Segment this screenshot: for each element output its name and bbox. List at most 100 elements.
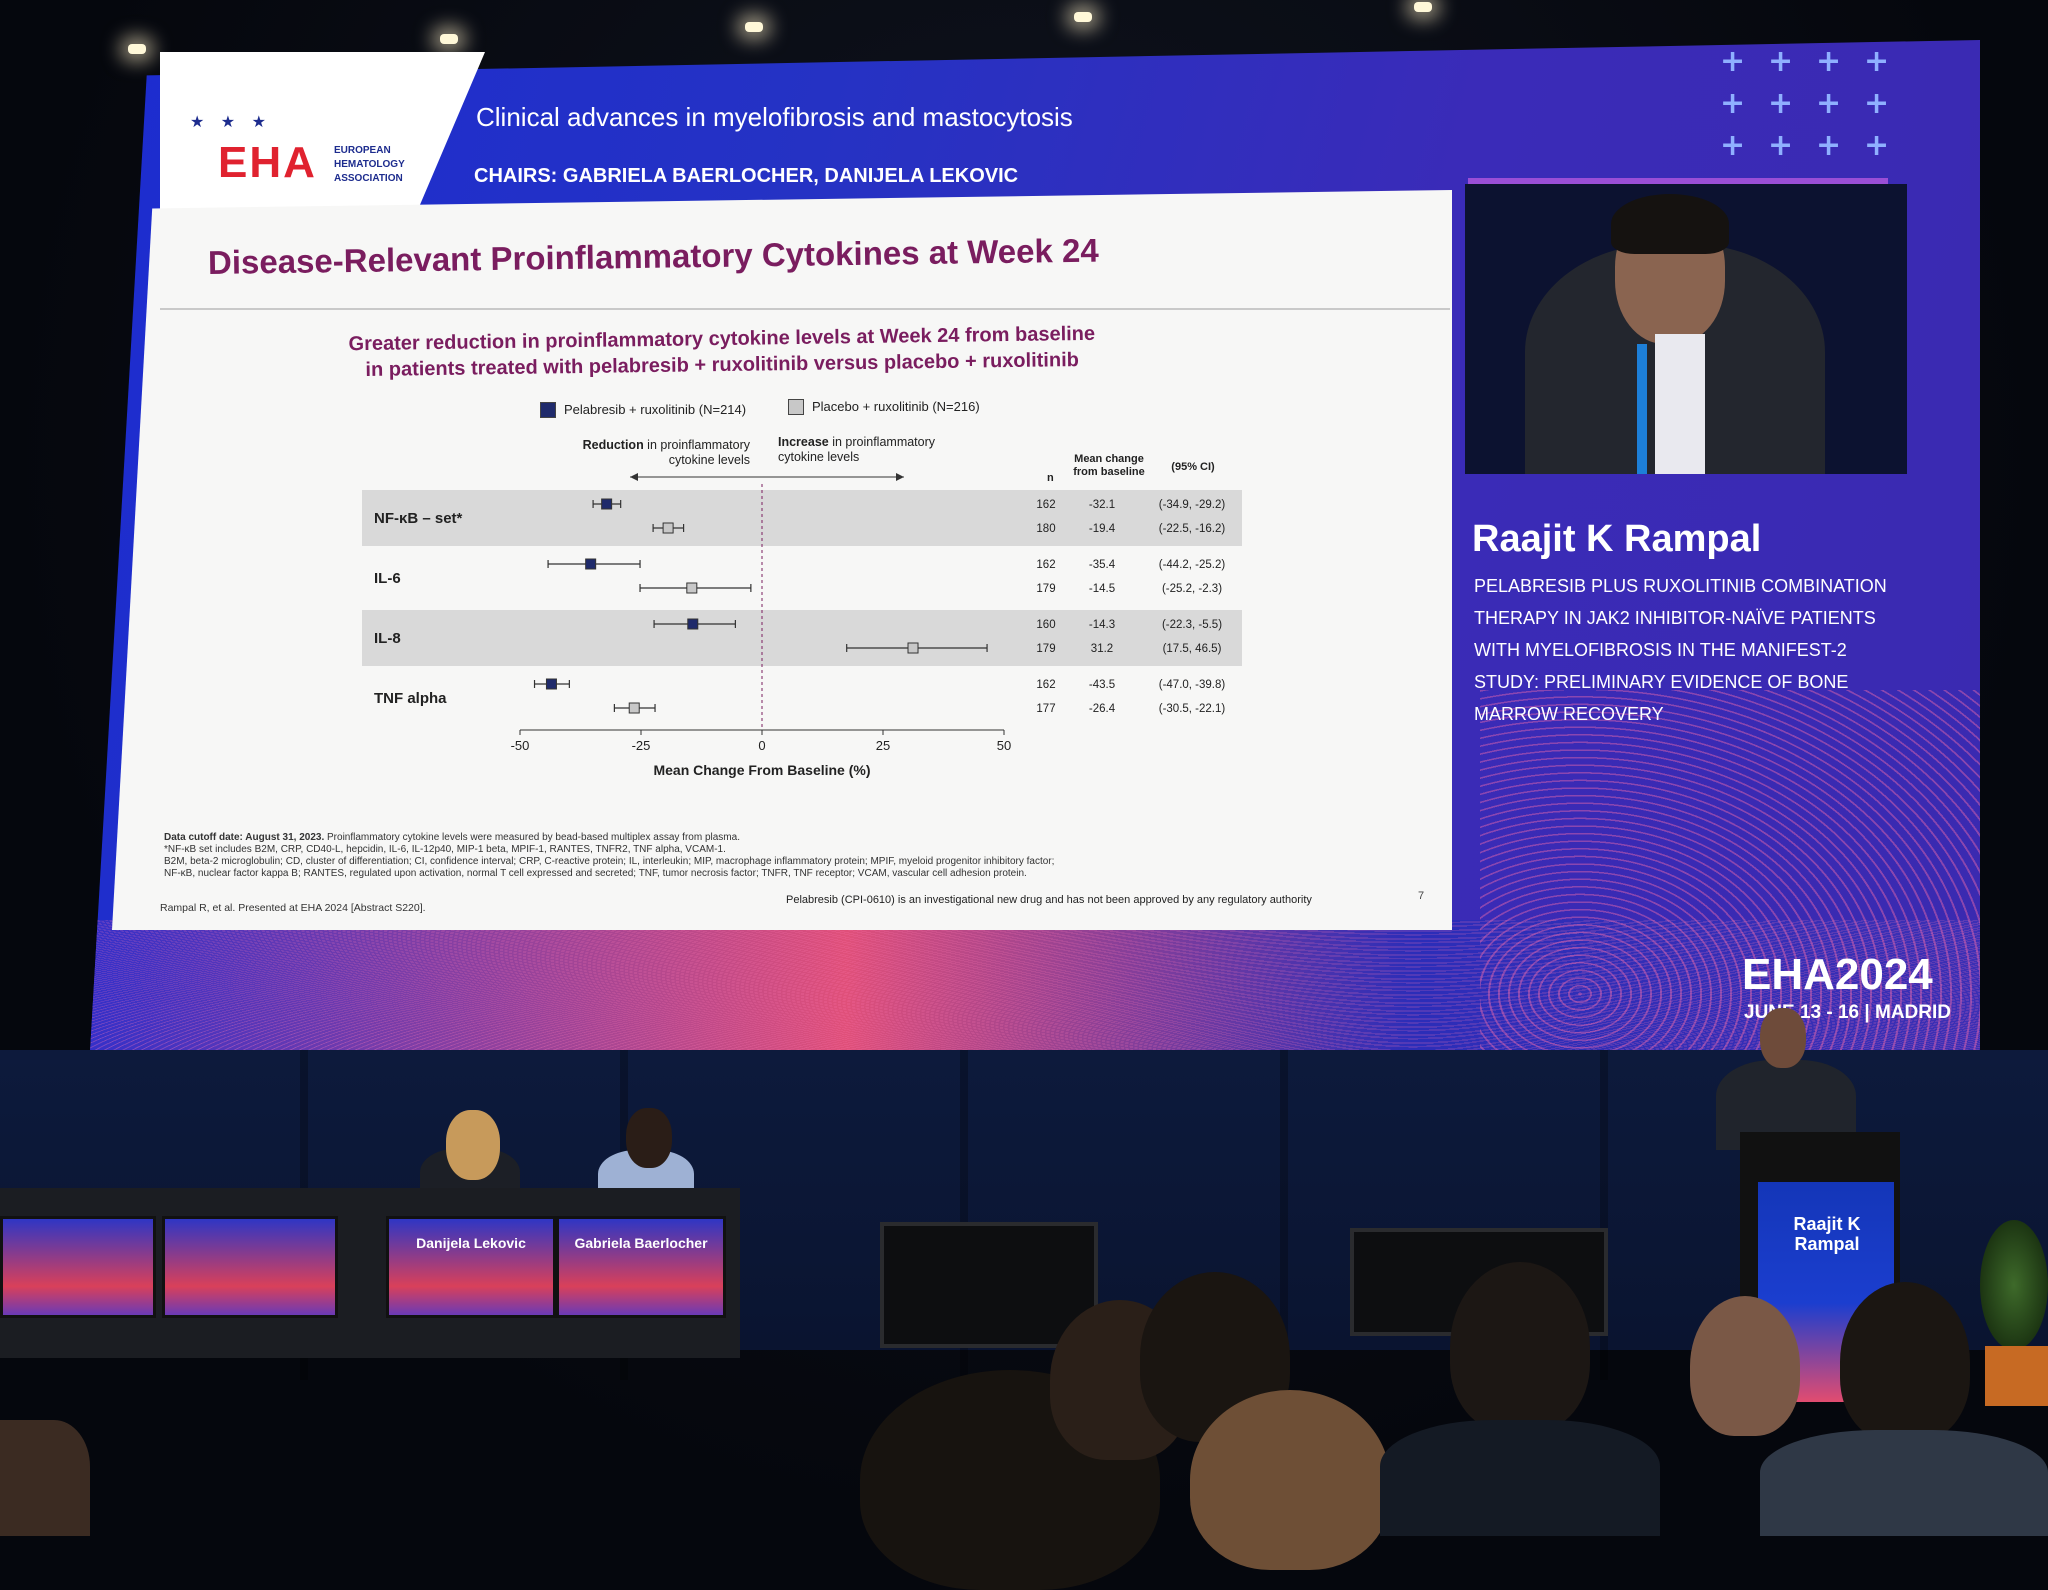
column-header-n: n <box>1047 472 1054 484</box>
group-label: TNF alpha <box>374 690 447 707</box>
table-ci: (-44.2, -25.2) <box>1159 559 1226 571</box>
table-mean: -32.1 <box>1089 499 1115 511</box>
legend-swatch-placebo <box>788 399 804 415</box>
slide-title-divider <box>160 218 1450 310</box>
eha-logo-stars: ★ ★ ★ <box>190 114 272 131</box>
table-mean: -26.4 <box>1089 703 1116 715</box>
footnote-text: Proinflammatory cytokine levels were mea… <box>324 832 740 843</box>
desk-screen <box>162 1216 338 1318</box>
decorative-wave-art <box>1480 690 1980 1052</box>
increase-direction-label: Increase in proinflammatory cytokine lev… <box>778 435 968 465</box>
drape-fold <box>960 1050 968 1380</box>
point-pelabresib <box>545 678 557 690</box>
desk-screen-baerlocher: Gabriela Baerlocher <box>556 1216 726 1318</box>
lanyard <box>1637 344 1647 474</box>
stage-plant <box>1980 1220 2048 1350</box>
reduction-direction-label: Reduction in proinflammatory cytokine le… <box>570 438 750 468</box>
desk-name-baerlocher: Gabriela Baerlocher <box>574 1235 708 1251</box>
group-label: NF-κB – set* <box>374 510 463 527</box>
table-n: 177 <box>1036 703 1055 715</box>
legend-swatch-pelabresib <box>540 402 556 418</box>
x-tick-label: 25 <box>876 738 890 753</box>
desk-screen <box>0 1216 156 1318</box>
slide-page-number: 7 <box>1418 890 1425 902</box>
reduction-rest: in proinflammatory cytokine levels <box>643 438 750 467</box>
forest-plot: NF-κB – set* 162 -32.1 (-34.9, -29.2) 180 -19… <box>362 473 1242 778</box>
drape-fold <box>1280 1050 1288 1380</box>
point-placebo <box>907 642 919 654</box>
footnote-bold: Data cutoff date: August 31, 2023. <box>164 832 325 843</box>
table-mean: -43.5 <box>1089 679 1115 691</box>
podium-speaker-name: Raajit K Rampal <box>1793 1214 1861 1254</box>
audience-head <box>1190 1390 1390 1570</box>
point-pelabresib <box>687 618 699 630</box>
column-header-ci: (95% CI) <box>1171 461 1215 473</box>
chair-person-left-head <box>446 1110 500 1180</box>
table-ci: (-25.2, -2.3) <box>1162 583 1222 595</box>
table-ci: (17.5, 46.5) <box>1163 643 1222 655</box>
speaker-hair <box>1611 194 1729 254</box>
footnotes: Data cutoff date: August 31, 2023. Proin… <box>164 832 1264 880</box>
point-placebo <box>628 702 640 714</box>
table-mean: -14.5 <box>1089 583 1115 595</box>
arrow-head-left <box>630 473 638 481</box>
group-label: IL-8 <box>374 630 401 647</box>
arrow-head-right <box>896 473 904 481</box>
x-tick-label: 50 <box>997 738 1011 753</box>
ceiling-light <box>440 34 458 44</box>
point-placebo <box>662 522 674 534</box>
x-tick-label: 0 <box>758 738 765 753</box>
chair-person-right-head <box>626 1108 672 1168</box>
audience-shoulders <box>1760 1430 2048 1536</box>
table-n: 162 <box>1036 559 1055 571</box>
table-n: 160 <box>1036 619 1055 631</box>
drape-fold <box>1600 1050 1608 1380</box>
regulatory-disclaimer: Pelabresib (CPI-0610) is an investigatio… <box>786 894 1312 906</box>
audience-head <box>1450 1262 1590 1432</box>
presenter-head <box>1760 1008 1806 1068</box>
reduction-bold: Reduction <box>582 438 644 452</box>
event-logo: EHA2024 <box>1742 950 1933 999</box>
footnote-line: *NF-κB set includes B2M, CRP, CD40-L, he… <box>164 844 726 855</box>
group-band <box>362 490 1242 546</box>
table-ci: (-22.3, -5.5) <box>1162 619 1222 631</box>
table-mean: -14.3 <box>1089 619 1115 631</box>
point-pelabresib <box>601 498 613 510</box>
audience-head <box>1690 1296 1800 1436</box>
table-ci: (-47.0, -39.8) <box>1159 679 1226 691</box>
audience-shoulders <box>0 1420 90 1536</box>
table-mean: 31.2 <box>1091 643 1113 655</box>
stage-monitor <box>880 1222 1098 1348</box>
ceiling-light <box>128 44 146 54</box>
footnote-line: NF-κB, nuclear factor kappa B; RANTES, r… <box>164 868 1027 879</box>
session-chairs: CHAIRS: GABRIELA BAERLOCHER, DANIJELA LE… <box>474 165 1019 187</box>
table-ci: (-22.5, -16.2) <box>1159 523 1226 535</box>
eha-logo-subtitle: EUROPEAN HEMATOLOGY ASSOCIATION <box>334 145 405 184</box>
desk-screen-lekovic: Danijela Lekovic <box>386 1216 556 1318</box>
speaker-video-feed <box>1465 184 1907 474</box>
speaker-shirt <box>1655 334 1705 474</box>
audience-head <box>1840 1282 1970 1442</box>
audience-shoulders <box>1380 1420 1660 1536</box>
footnote-line: Data cutoff date: August 31, 2023. Proin… <box>164 832 1264 844</box>
table-ci: (-30.5, -22.1) <box>1159 703 1226 715</box>
footnote-line: B2M, beta-2 microglobulin; CD, cluster o… <box>164 856 1055 867</box>
table-n: 180 <box>1036 523 1055 535</box>
desk-name-lekovic: Danijela Lekovic <box>416 1235 526 1251</box>
plant-pot <box>1985 1346 2048 1406</box>
legend-label-pelabresib: Pelabresib + ruxolitinib (N=214) <box>564 402 747 417</box>
increase-rest: in proinflammatory cytokine levels <box>778 435 936 464</box>
point-placebo <box>686 582 698 594</box>
x-tick-label: -25 <box>632 738 651 753</box>
group-label: IL-6 <box>374 570 401 587</box>
speaker-name: Raajit K Rampal <box>1472 518 1762 560</box>
table-n: 162 <box>1036 499 1055 511</box>
talk-title: PELABRESIB PLUS RUXOLITINIB COMBINATION … <box>1474 576 1887 724</box>
point-pelabresib <box>585 558 597 570</box>
ceiling-light <box>745 22 763 32</box>
increase-bold: Increase <box>778 435 829 449</box>
table-n: 179 <box>1036 583 1055 595</box>
table-n: 179 <box>1036 643 1055 655</box>
presentation-slide: Disease-Relevant Proinflammatory Cytokin… <box>112 190 1452 930</box>
ceiling-light <box>1414 2 1432 12</box>
